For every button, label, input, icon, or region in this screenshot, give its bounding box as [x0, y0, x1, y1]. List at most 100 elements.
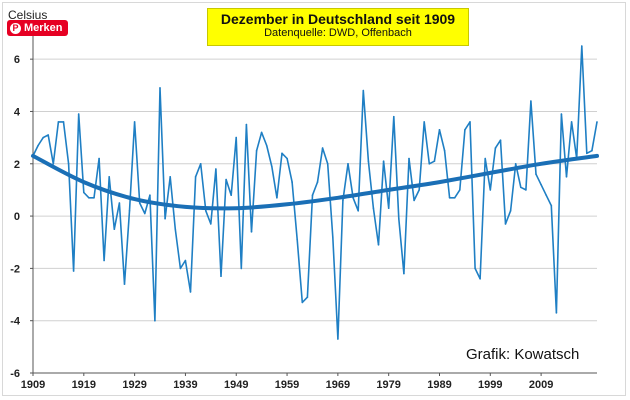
axes [32, 33, 597, 374]
gridlines [33, 58, 597, 322]
series-line [32, 45, 598, 340]
y-tick-label: 4 [14, 106, 21, 118]
data-point [230, 194, 232, 196]
data-point [509, 210, 512, 212]
y-tick-label: -6 [10, 368, 20, 380]
data-point [408, 157, 410, 160]
data-point [311, 194, 314, 196]
x-tick-label: 1989 [427, 379, 451, 391]
data-point [535, 173, 537, 175]
data-point [586, 152, 588, 155]
data-point [286, 157, 288, 160]
data-point [215, 168, 217, 170]
data-point [133, 121, 136, 123]
y-tick-label: -4 [10, 316, 21, 328]
data-point [560, 113, 563, 115]
data-point [504, 223, 507, 225]
data-point [372, 207, 375, 209]
x-tick-label: 1909 [21, 379, 45, 391]
pinterest-save-button[interactable]: P Merken [7, 20, 68, 36]
data-point [581, 45, 583, 47]
data-point [418, 189, 421, 191]
data-point [235, 136, 237, 139]
data-point [469, 121, 471, 123]
data-point [316, 181, 319, 183]
x-tick-label: 1919 [72, 379, 96, 391]
x-tick-label: 2009 [529, 379, 553, 391]
data-point [154, 319, 156, 322]
data-point [57, 121, 60, 123]
data-point [413, 199, 415, 202]
x-tick-label: 1929 [122, 379, 146, 391]
data-point [255, 149, 258, 152]
data-point [530, 100, 532, 102]
chart-subtitle: Datenquelle: DWD, Offenbach [264, 27, 412, 39]
data-point [144, 212, 146, 215]
data-point [398, 217, 400, 220]
data-point [591, 149, 593, 152]
data-point [179, 267, 182, 270]
data-point [438, 129, 441, 131]
chart-credit: Grafik: Kowatsch [466, 346, 580, 363]
data-point [67, 163, 70, 165]
data-point [479, 278, 481, 280]
data-point [342, 199, 344, 202]
data-point [474, 267, 476, 270]
data-point [245, 123, 248, 126]
data-point [347, 163, 349, 165]
data-point [565, 176, 568, 178]
data-point [93, 197, 95, 199]
data-point [499, 139, 502, 141]
data-point [169, 176, 171, 178]
y-tick-labels: 6 4 2 0 -2 -4 -6 [10, 54, 33, 380]
data-point [199, 163, 202, 165]
data-point [62, 121, 65, 123]
data-point [525, 189, 527, 191]
data-point [377, 244, 380, 246]
data-point [281, 152, 283, 155]
data-point [393, 115, 395, 118]
pin-button-label: Merken [24, 22, 63, 34]
data-point [103, 259, 105, 262]
data-point [337, 338, 339, 340]
data-point [184, 259, 187, 262]
data-point [52, 163, 55, 165]
data-point [88, 197, 90, 199]
x-tick-label: 1969 [326, 379, 350, 391]
data-point [164, 217, 166, 220]
data-point [550, 204, 553, 207]
x-tick-label: 1979 [376, 379, 400, 391]
data-point [514, 163, 517, 165]
data-point [210, 223, 212, 225]
series-layer [32, 45, 598, 340]
data-point [276, 197, 278, 199]
data-point [240, 267, 243, 270]
x-tick-labels: 1909 1919 1929 1939 1949 1959 1969 1979 1989 1999… [21, 373, 553, 391]
data-point [448, 197, 451, 199]
data-point [128, 210, 131, 212]
data-point [570, 121, 573, 123]
x-tick-label: 1939 [173, 379, 197, 391]
data-point [403, 272, 405, 275]
data-point [494, 147, 497, 149]
y-tick-label: 6 [14, 54, 20, 66]
data-point [194, 176, 197, 178]
data-point [189, 291, 192, 293]
data-point [77, 113, 80, 115]
data-point [520, 186, 522, 189]
y-axis-unit-label: Celsius [8, 8, 48, 22]
data-point [271, 165, 273, 168]
data-point [357, 210, 360, 212]
data-point [484, 157, 487, 160]
trend-line [31, 153, 599, 211]
data-point [42, 136, 44, 139]
data-point [37, 144, 39, 147]
data-point [174, 228, 177, 230]
trend-layer [31, 153, 599, 211]
data-point [47, 134, 49, 136]
data-point [159, 87, 161, 89]
data-point [296, 238, 299, 241]
x-tick-label: 1949 [224, 379, 248, 391]
x-tick-label: 1959 [275, 379, 299, 391]
